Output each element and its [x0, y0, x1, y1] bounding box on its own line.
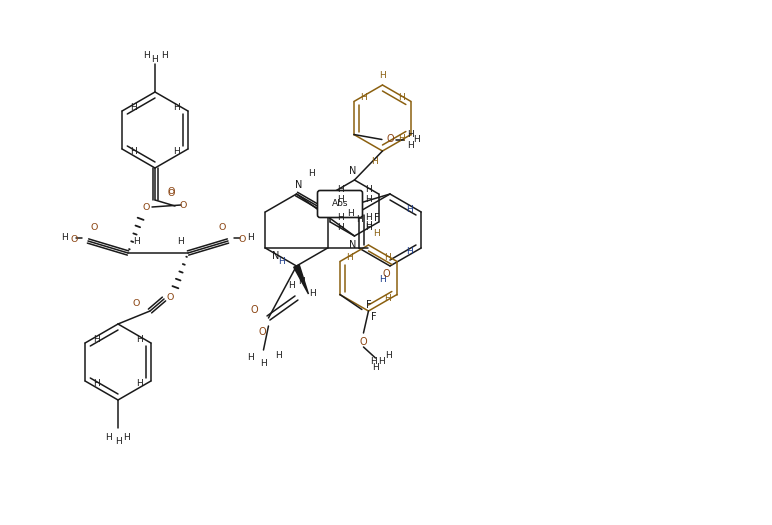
Text: H: H [398, 93, 405, 102]
Text: H: H [260, 360, 267, 369]
Text: O: O [168, 190, 174, 198]
Text: H: H [373, 228, 380, 237]
Text: O: O [166, 293, 174, 302]
Text: H: H [308, 170, 315, 179]
Text: N: N [272, 251, 279, 261]
Text: O: O [142, 204, 150, 213]
Text: H: H [378, 356, 385, 365]
Text: H: H [278, 257, 285, 266]
Text: H: H [384, 294, 391, 303]
Text: H: H [365, 194, 372, 204]
Text: O: O [179, 202, 187, 211]
Text: H: H [347, 209, 354, 218]
Text: H: H [384, 253, 391, 262]
Text: H: H [398, 134, 405, 143]
Text: H: H [337, 194, 344, 204]
Text: O: O [90, 223, 98, 232]
Text: H: H [408, 141, 415, 150]
Text: H: H [370, 356, 377, 365]
Text: H: H [106, 433, 113, 442]
Text: H: H [371, 156, 378, 165]
Text: H: H [414, 135, 420, 144]
Text: H: H [247, 353, 254, 362]
Text: H: H [309, 289, 316, 299]
Text: F: F [374, 213, 379, 223]
Text: O: O [259, 327, 266, 337]
Text: H: H [408, 130, 415, 139]
Text: H: H [130, 148, 137, 156]
Text: H: H [361, 93, 367, 102]
Text: O: O [218, 223, 225, 232]
Text: H: H [93, 380, 100, 388]
Text: H: H [365, 222, 372, 230]
Text: H: H [130, 103, 137, 112]
Text: H: H [379, 70, 386, 79]
Text: H: H [406, 205, 412, 214]
Text: H: H [385, 351, 392, 360]
Text: H: H [406, 247, 412, 256]
Text: O: O [386, 134, 394, 144]
Text: N: N [295, 180, 302, 190]
Text: H: H [372, 362, 379, 372]
Polygon shape [293, 265, 309, 294]
Text: F: F [371, 312, 377, 322]
Text: H: H [143, 50, 149, 59]
Text: O: O [239, 235, 245, 244]
Text: N: N [349, 240, 356, 250]
Text: H: H [124, 433, 130, 442]
Text: O: O [251, 305, 259, 315]
Text: H: H [275, 352, 282, 361]
Text: O: O [132, 299, 140, 308]
Text: H: H [248, 233, 255, 242]
Text: O: O [382, 269, 390, 279]
Text: H: H [298, 277, 305, 286]
Text: H: H [378, 276, 385, 285]
Text: H: H [62, 233, 69, 242]
Text: O: O [168, 187, 174, 196]
Text: F: F [366, 299, 371, 310]
Text: H: H [133, 236, 140, 246]
Text: H: H [365, 213, 372, 222]
Text: H: H [137, 335, 144, 344]
Text: H: H [174, 148, 181, 156]
Text: H: H [337, 184, 344, 194]
Text: H: H [337, 213, 344, 222]
Text: N: N [349, 166, 356, 176]
Text: H: H [288, 281, 295, 290]
Text: H: H [137, 380, 144, 388]
Text: H: H [93, 335, 100, 344]
Text: H: H [174, 103, 181, 112]
Text: O: O [360, 337, 367, 347]
FancyBboxPatch shape [317, 191, 363, 217]
Text: H: H [161, 50, 168, 59]
Text: H: H [356, 215, 363, 225]
Text: H: H [151, 55, 158, 64]
Text: H: H [365, 184, 372, 194]
Text: Abs: Abs [332, 198, 348, 207]
Text: H: H [347, 253, 354, 262]
Text: H: H [337, 223, 344, 232]
Text: O: O [70, 235, 78, 244]
Text: H: H [177, 236, 184, 246]
Text: H: H [114, 436, 121, 446]
Text: H: H [365, 223, 372, 232]
